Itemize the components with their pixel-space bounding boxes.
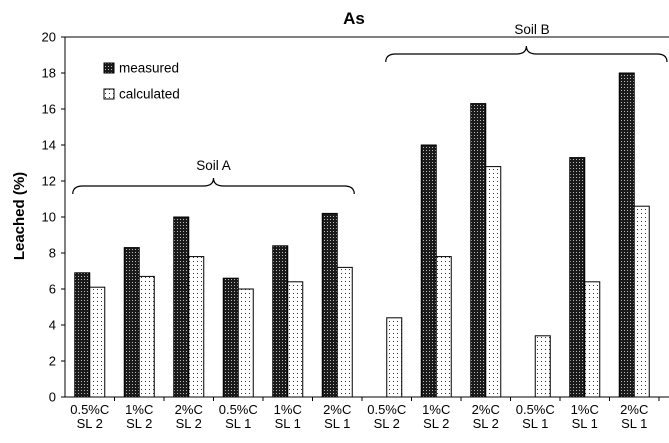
group-brace-soil-b <box>385 45 668 63</box>
x-tick-label: 0.5%C <box>219 402 258 417</box>
x-tick-label: 1%C <box>422 402 450 417</box>
x-tick-label: 2%C <box>175 402 203 417</box>
y-tick-label: 16 <box>42 102 56 117</box>
x-tick-label: SL 1 <box>572 416 598 431</box>
bar-calculated <box>89 286 106 398</box>
x-tick-label: SL 2 <box>374 416 400 431</box>
y-tick-label: 6 <box>49 282 56 297</box>
group-label-soil-b: Soil B <box>514 22 549 37</box>
x-tick-label: SL 2 <box>126 416 152 431</box>
y-tick-label: 2 <box>49 354 56 369</box>
bar-calculated <box>435 256 452 398</box>
x-tick-label: 1%C <box>571 402 599 417</box>
bar-measured <box>272 245 289 398</box>
x-tick-label: 2%C <box>620 402 648 417</box>
bar-calculated <box>584 281 601 398</box>
x-tick-label: SL 1 <box>621 416 647 431</box>
legend-swatch-calculated <box>103 88 115 100</box>
bar-measured <box>74 272 91 398</box>
bar-calculated <box>485 166 502 398</box>
x-tick-label: SL 2 <box>176 416 202 431</box>
y-tick-label: 18 <box>42 66 56 81</box>
x-tick-label: 2%C <box>323 402 351 417</box>
bar-calculated <box>237 288 254 398</box>
legend-label-calculated: calculated <box>119 87 180 102</box>
y-tick-label: 14 <box>42 138 56 153</box>
bar-calculated <box>138 275 155 398</box>
legend-label-measured: measured <box>119 61 179 76</box>
bar-measured <box>569 157 586 398</box>
bar-measured <box>618 72 635 398</box>
bar-measured <box>321 212 338 398</box>
x-tick-label: SL 1 <box>225 416 251 431</box>
group-label-soil-a: Soil A <box>196 158 231 173</box>
bar-calculated <box>386 317 403 398</box>
x-tick-label: SL 1 <box>275 416 301 431</box>
x-tick-label: SL 1 <box>522 416 548 431</box>
x-tick-label: SL 2 <box>423 416 449 431</box>
y-tick-label: 0 <box>49 390 56 405</box>
x-tick-label: SL 1 <box>324 416 350 431</box>
legend-swatch-measured <box>103 62 115 74</box>
y-tick-label: 8 <box>49 246 56 261</box>
x-tick-label: SL 2 <box>473 416 499 431</box>
x-tick-label: 1%C <box>125 402 153 417</box>
bar-measured <box>470 103 487 398</box>
y-axis-label: Leached (%) <box>11 172 28 260</box>
y-tick-label: 12 <box>42 174 56 189</box>
bar-measured <box>173 216 190 398</box>
y-tick-label: 20 <box>42 30 56 45</box>
bar-measured <box>123 247 140 398</box>
chart-title: As <box>343 9 365 28</box>
x-tick-label: 1%C <box>274 402 302 417</box>
bar-measured <box>420 144 437 398</box>
bar-calculated <box>287 281 304 398</box>
x-tick-label: 0.5%C <box>367 402 406 417</box>
bar-calculated <box>534 335 551 398</box>
y-tick-label: 10 <box>42 210 56 225</box>
group-brace-soil-a <box>72 177 355 195</box>
bar-measured <box>222 277 239 398</box>
y-tick-label: 4 <box>49 318 56 333</box>
bar-calculated <box>188 256 205 398</box>
bar-calculated <box>336 266 353 398</box>
x-tick-label: 0.5%C <box>516 402 555 417</box>
x-tick-label: 0.5%C <box>70 402 109 417</box>
bar-calculated <box>633 205 650 398</box>
x-tick-label: 2%C <box>472 402 500 417</box>
x-tick-label: SL 2 <box>77 416 103 431</box>
